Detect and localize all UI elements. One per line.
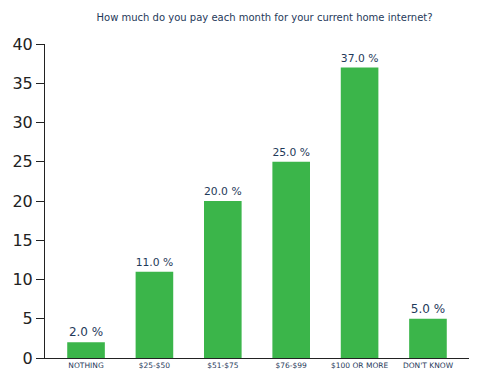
svg-text:25.0 %: 25.0 %: [272, 146, 310, 159]
svg-text:$76-$99: $76-$99: [276, 361, 308, 370]
svg-text:15: 15: [12, 231, 32, 250]
svg-text:37.0 %: 37.0 %: [341, 52, 379, 65]
svg-text:$25-$50: $25-$50: [139, 361, 171, 370]
svg-text:40: 40: [12, 35, 32, 54]
svg-text:$100 OR MORE: $100 OR MORE: [331, 361, 389, 370]
svg-text:2.0 %: 2.0 %: [69, 325, 103, 339]
svg-text:35: 35: [12, 74, 32, 93]
svg-text:10: 10: [12, 270, 32, 289]
svg-text:20: 20: [12, 192, 32, 211]
svg-text:25: 25: [12, 152, 32, 171]
svg-text:11.0 %: 11.0 %: [136, 256, 174, 269]
svg-text:20.0 %: 20.0 %: [204, 185, 242, 198]
svg-text:30: 30: [12, 113, 32, 132]
svg-text:0: 0: [23, 349, 33, 368]
svg-text:How much do you pay each month: How much do you pay each month for your …: [97, 12, 433, 23]
svg-text:5.0 %: 5.0 %: [411, 302, 445, 316]
svg-text:5: 5: [23, 309, 33, 328]
svg-text:$51-$75: $51-$75: [207, 361, 239, 370]
svg-text:DON'T KNOW: DON'T KNOW: [403, 361, 454, 370]
svg-text:NOTHING: NOTHING: [68, 361, 104, 370]
